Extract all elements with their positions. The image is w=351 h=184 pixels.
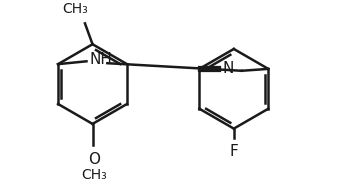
- Text: F: F: [230, 144, 238, 159]
- Text: O: O: [88, 152, 100, 167]
- Text: NH: NH: [89, 52, 112, 67]
- Text: CH₃: CH₃: [62, 2, 88, 16]
- Text: CH₃: CH₃: [81, 167, 107, 181]
- Text: N: N: [222, 61, 233, 76]
